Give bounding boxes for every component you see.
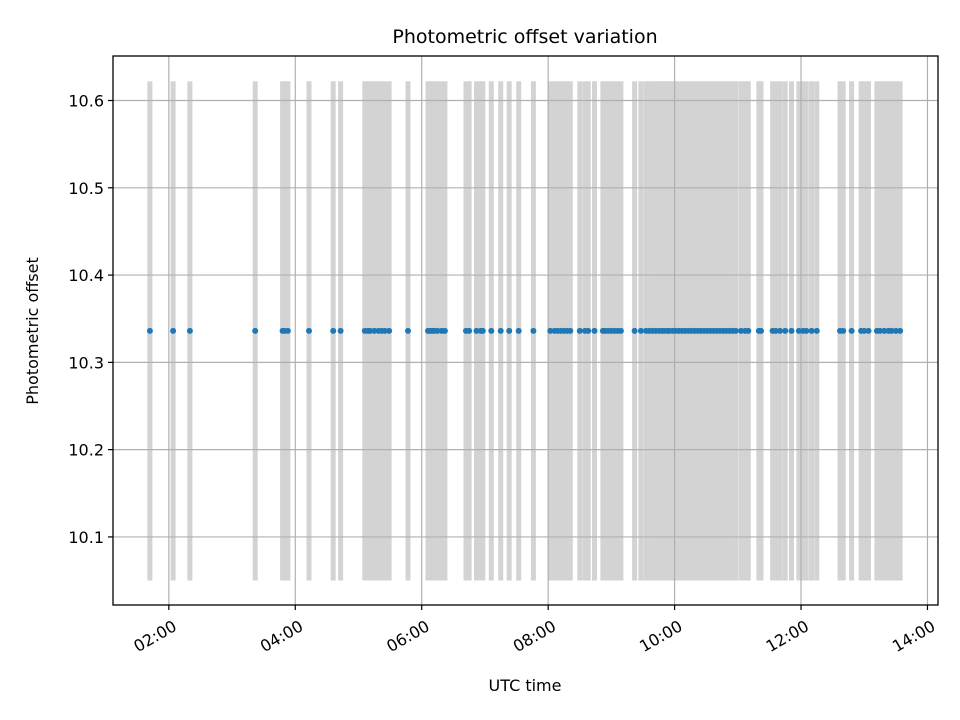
y-axis-ticks: 10.1 10.2 10.3 10.4 10.5 10.6 [68, 92, 113, 547]
data-point [497, 327, 504, 334]
data-point [337, 327, 344, 334]
data-point [840, 327, 847, 334]
data-point [252, 327, 259, 334]
data-point [381, 327, 388, 334]
data-point [777, 327, 783, 334]
data-point [848, 327, 855, 334]
data-point [488, 327, 495, 334]
data-point [367, 327, 374, 334]
data-point [441, 327, 448, 334]
data-point [861, 327, 868, 334]
data-point [782, 327, 789, 334]
data-point [738, 327, 744, 334]
data-point [466, 327, 473, 334]
data-point [585, 327, 592, 334]
data-points [146, 327, 904, 334]
chart-title: Photometric offset variation [392, 26, 657, 48]
plot-frame [112, 55, 939, 606]
data-point [803, 327, 810, 334]
data-point [745, 327, 752, 334]
data-point [576, 327, 583, 334]
x-axis-label: UTC time [489, 676, 562, 695]
data-point [637, 327, 644, 334]
data-point [473, 327, 480, 334]
data-point [813, 327, 820, 334]
data-point [808, 327, 815, 334]
data-point [795, 327, 802, 334]
data-point [405, 327, 411, 334]
data-point [591, 327, 598, 334]
data-point [567, 327, 574, 334]
data-point [284, 327, 291, 334]
data-point [788, 327, 795, 334]
data-point [877, 327, 883, 334]
data-point [186, 327, 193, 334]
data-point [881, 327, 888, 334]
grid-lines [113, 56, 938, 605]
data-point [897, 327, 904, 334]
y-axis-label: Photometric offset [23, 257, 42, 405]
data-point [386, 327, 393, 334]
data-point [732, 327, 739, 334]
data-point [515, 327, 522, 334]
y-tick-label: 10.3 [68, 353, 104, 372]
data-point [772, 327, 779, 334]
data-point [146, 327, 153, 334]
data-point [330, 327, 337, 334]
y-tick-label: 10.4 [68, 266, 104, 285]
y-tick-label: 10.2 [68, 441, 104, 460]
data-point [306, 327, 312, 334]
data-point [170, 327, 177, 334]
data-point [888, 327, 895, 334]
data-point [434, 327, 441, 334]
data-point [530, 327, 537, 334]
data-point [865, 327, 872, 334]
data-point [617, 327, 624, 334]
data-point [631, 327, 638, 334]
data-point [479, 327, 486, 334]
data-point [758, 327, 764, 334]
y-tick-label: 10.1 [68, 528, 104, 547]
data-point [506, 327, 513, 334]
data-point [892, 327, 899, 334]
data-point [547, 327, 554, 334]
data-point [371, 327, 378, 334]
y-tick-label: 10.6 [68, 92, 104, 111]
y-tick-label: 10.5 [68, 179, 104, 198]
